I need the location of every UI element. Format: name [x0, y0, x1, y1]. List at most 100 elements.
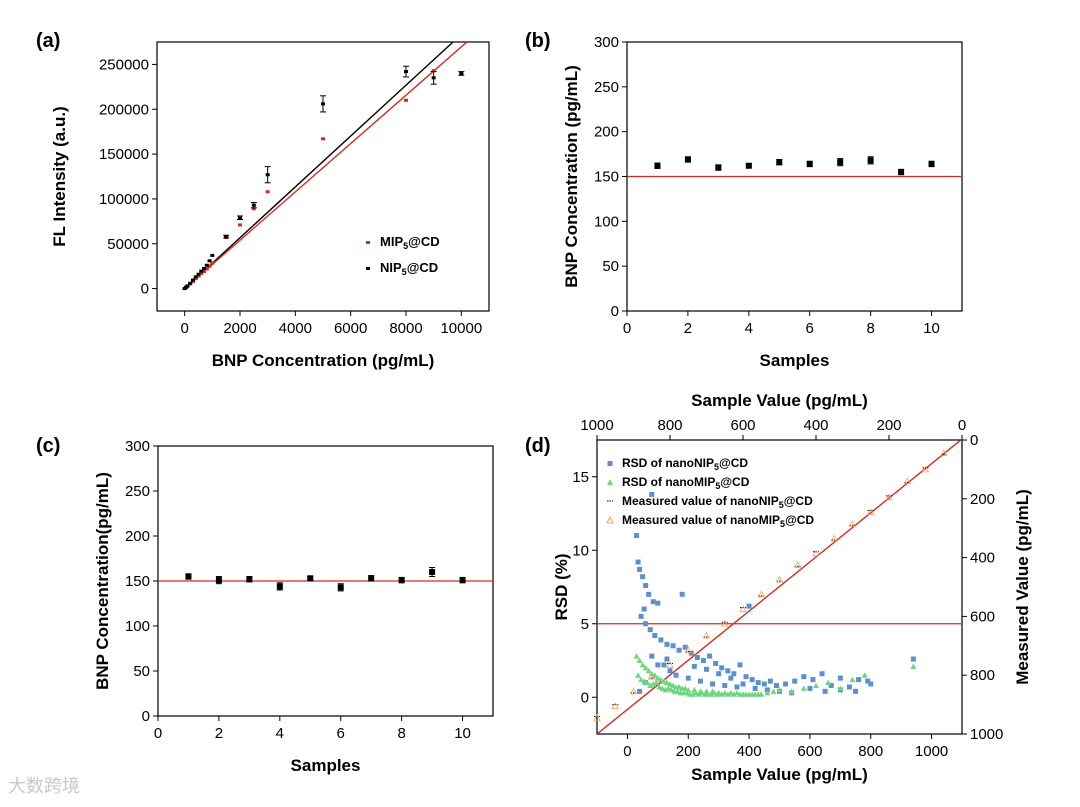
- data-point: [694, 655, 700, 661]
- data-point: [773, 682, 779, 688]
- legend-label: Measured value of nanoMIP5@CD: [622, 513, 814, 529]
- data-point: [757, 590, 765, 598]
- data-point: [788, 688, 795, 694]
- legend: RSD of nanoNIP5@CD RSD of nanoMIP5@CD Meas…: [606, 456, 814, 529]
- data-point: [853, 688, 859, 694]
- panel-label: (a): [36, 30, 60, 52]
- data-point: [204, 267, 209, 271]
- data-point: [638, 676, 645, 683]
- fit-line: [184, 42, 454, 290]
- x-tick-label: 10: [454, 725, 471, 742]
- y-tick-label: 200000: [99, 101, 149, 118]
- legend-label: Measured value of nanoNIP5@CD: [622, 494, 813, 510]
- y-tick-label: 50000: [107, 236, 149, 253]
- legend-label: NIP5@CD: [380, 260, 438, 277]
- data-point: [794, 561, 802, 568]
- data-point: [648, 672, 656, 680]
- data-point: [688, 650, 694, 656]
- data-point: [265, 190, 270, 194]
- x-tick-label: 0: [154, 725, 162, 742]
- data-point: [755, 691, 762, 697]
- y-tick-label: 250: [125, 483, 150, 500]
- data-point: [210, 253, 215, 257]
- data-point: [806, 160, 813, 167]
- data-point: [650, 599, 656, 605]
- x-tick-label: 0: [623, 743, 631, 760]
- data-point: [673, 672, 679, 678]
- data-point: [204, 263, 209, 267]
- data-point: [193, 277, 198, 281]
- data-point: [188, 281, 193, 285]
- data-point: [629, 687, 638, 695]
- data-point: [647, 682, 654, 688]
- data-point: [215, 577, 222, 584]
- data-point: [749, 691, 756, 697]
- data-point: [865, 678, 871, 684]
- data-point: [676, 683, 683, 690]
- data-point: [637, 688, 643, 694]
- y-axis-title: FL Intensity (a.u.): [50, 106, 69, 246]
- x-tick-label: 2000: [223, 320, 256, 337]
- data-point: [321, 137, 325, 141]
- data-point: [846, 684, 852, 690]
- data-point: [661, 662, 667, 668]
- data-point: [611, 702, 619, 709]
- data-point: [337, 584, 344, 591]
- data-point: [196, 272, 201, 276]
- data-point: [928, 160, 935, 167]
- data-point: [737, 662, 743, 668]
- data-point: [674, 688, 681, 694]
- data-point: [196, 274, 201, 278]
- data-point: [698, 689, 705, 696]
- y-tick-label: 150: [594, 169, 619, 186]
- x2-tick-label: 1000: [580, 417, 613, 434]
- plot-frame: [596, 439, 963, 735]
- data-point: [733, 689, 740, 696]
- data-point: [828, 682, 834, 688]
- y2-tick-label: 1000: [970, 726, 1003, 743]
- data-point: [657, 676, 664, 683]
- data-point: [722, 682, 728, 688]
- y-tick-label: 0: [142, 708, 150, 725]
- data-point: [819, 671, 825, 677]
- y-tick-label: 150: [125, 573, 150, 590]
- data-point: [837, 159, 844, 166]
- y-tick-label: 250000: [99, 56, 149, 73]
- data-point: [940, 449, 948, 457]
- data-point: [199, 269, 204, 273]
- data-point: [641, 678, 648, 684]
- data-point: [638, 613, 644, 619]
- data-point: [635, 559, 641, 565]
- data-point: [725, 668, 731, 674]
- data-point: [668, 686, 675, 693]
- y-tick-label: 100: [594, 213, 619, 230]
- data-point: [731, 671, 737, 677]
- data-point: [643, 621, 649, 627]
- data-point: [903, 477, 911, 485]
- data-point: [697, 678, 703, 684]
- data-point: [783, 681, 789, 687]
- data-point: [641, 606, 647, 612]
- data-point: [238, 223, 242, 227]
- data-point: [665, 685, 672, 691]
- data-point: [714, 691, 721, 697]
- data-point: [655, 600, 661, 606]
- x-tick-label: 6000: [334, 320, 367, 337]
- data-point: [251, 207, 256, 211]
- data-point: [321, 102, 325, 106]
- data-point: [635, 672, 642, 678]
- data-point: [684, 646, 692, 654]
- y-tick-label: 250: [594, 79, 619, 96]
- x-tick-label: 8: [866, 320, 874, 337]
- panel-label: (c): [36, 435, 60, 457]
- data-point: [721, 619, 729, 627]
- y2-tick-label: 0: [970, 432, 978, 449]
- data-point: [652, 633, 658, 639]
- data-point: [692, 689, 699, 696]
- data-point: [647, 627, 653, 633]
- legend-marker: [366, 267, 370, 270]
- data-point: [644, 679, 651, 686]
- y-tick-label: 50: [133, 663, 150, 680]
